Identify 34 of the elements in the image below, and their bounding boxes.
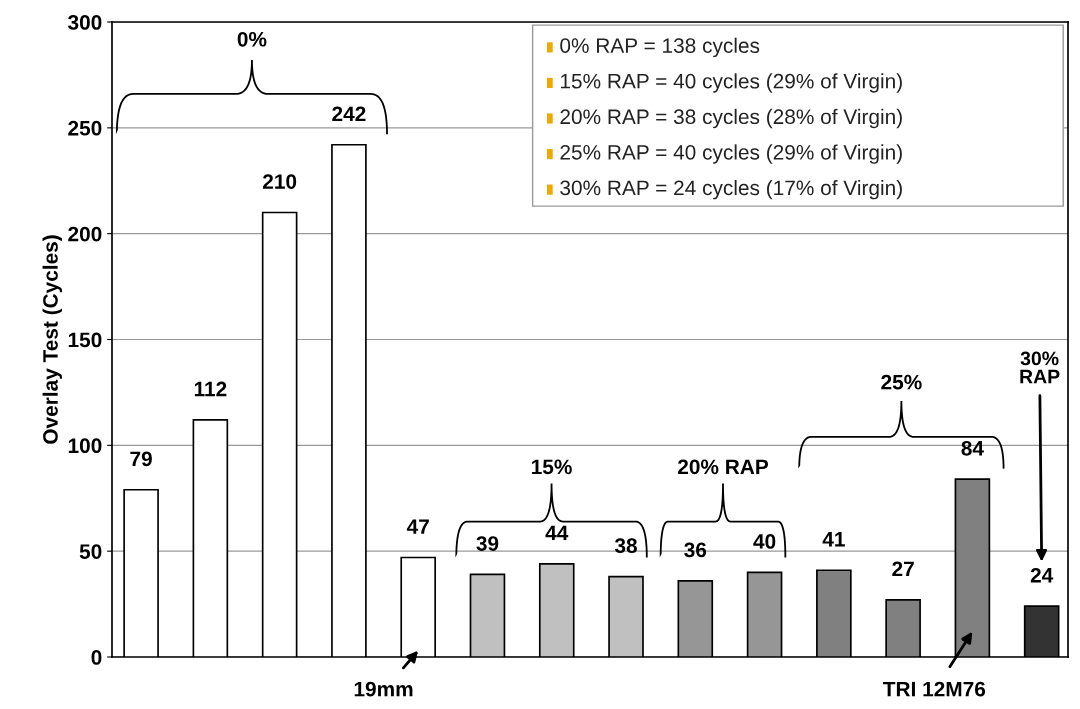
data-label: 79 [130, 451, 152, 467]
annotation: 0% RAP = 138 cycles [560, 37, 760, 58]
data-label: 38 [614, 538, 637, 554]
data-label: 112 [194, 381, 227, 397]
data-label: 44 [545, 525, 569, 541]
annotation: 0% [237, 31, 267, 47]
data-label: 24 [1030, 567, 1054, 583]
data-label: 36 [684, 542, 707, 558]
data-label: 27 [892, 561, 914, 577]
y-tick-label: 200 [68, 226, 102, 242]
annotation: 20% RAP = 38 cycles (28% of Virgin) [560, 108, 902, 129]
annotation: 15% RAP = 40 cycles (29% of Virgin) [561, 73, 902, 93]
text: TRI 12M76 [883, 681, 986, 697]
text: 19mm [354, 681, 413, 697]
data-label: 39 [476, 536, 499, 551]
data-label: 47 [406, 519, 429, 534]
y-tick-label: 300 [68, 15, 102, 30]
annotation: 25% [881, 374, 922, 390]
annotation: 25% RAP = 40 cycles (29% of Virgin) [560, 144, 902, 164]
y-tick-label: 250 [68, 120, 102, 136]
y-tick-label: 100 [68, 438, 102, 454]
data-label: 210 [262, 174, 297, 189]
data-label: 41 [822, 532, 845, 547]
annotation: 30% RAP [1020, 351, 1060, 384]
y-tick-label: 150 [68, 332, 102, 348]
data-label: 40 [753, 534, 776, 549]
y-tick-label: 50 [79, 544, 102, 559]
data-label: 242 [332, 106, 366, 121]
y-tick-label: 0 [91, 650, 102, 665]
annotation: 20% RAP [678, 459, 769, 475]
y-axis-title: Overlay Test (Cycles) [42, 235, 62, 444]
data-label: 84 [961, 440, 984, 456]
annotation: 15% [532, 459, 572, 475]
annotation: 30% RAP = 24 cycles (17% of Virgin) [560, 179, 902, 200]
